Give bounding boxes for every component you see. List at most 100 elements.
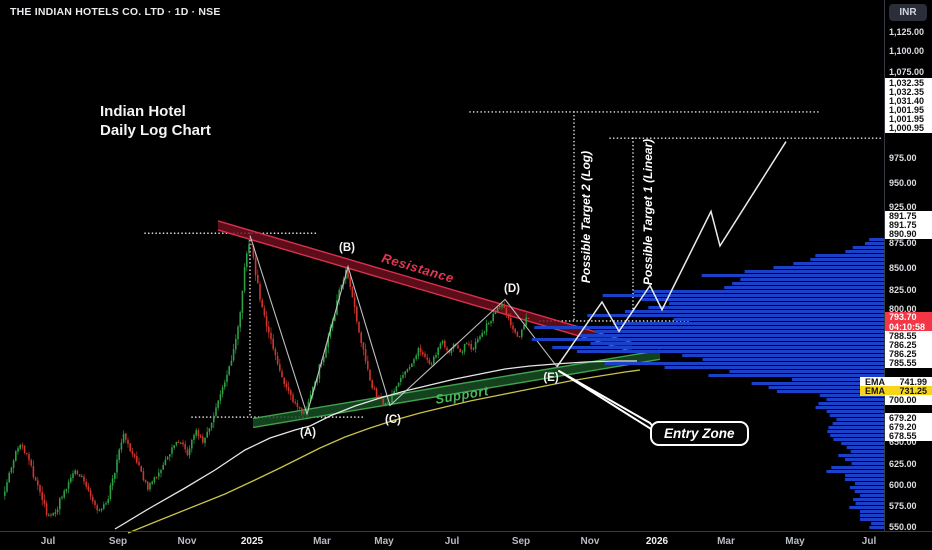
candle-body [206, 431, 208, 438]
candle-body [490, 321, 492, 324]
volume-profile-bar [854, 490, 884, 493]
candle-body [386, 402, 389, 404]
candle-body [521, 329, 523, 337]
candle-body [39, 484, 41, 493]
candle-body [70, 477, 72, 483]
candle-body [516, 332, 519, 337]
candle-body [43, 499, 46, 504]
candle-body [239, 312, 241, 328]
candle-body [54, 512, 57, 514]
candle-body [76, 470, 79, 474]
candle-body [402, 374, 404, 378]
projection-path[interactable] [556, 141, 787, 368]
price-axis-label: 786.25 [885, 340, 932, 350]
candle-body [424, 353, 426, 357]
candle-body [199, 435, 202, 438]
volume-profile-bar [859, 514, 884, 517]
candle-body [325, 346, 327, 358]
candle-body [50, 514, 52, 516]
volume-profile-bar [849, 506, 884, 509]
candle-body [197, 430, 200, 437]
price-axis[interactable]: 1,125.00 1,100.00 1,075.00 1,032.35 1,032.35… [860, 0, 932, 532]
volume-profile-bar [826, 470, 884, 473]
volume-profile-bar [871, 522, 884, 525]
volume-profile-bar [819, 394, 884, 397]
chart-title-line2: Daily Log Chart [100, 121, 211, 139]
candle-body [349, 277, 351, 287]
volume-profile-bar [624, 310, 884, 313]
wave-label-b[interactable]: (B) [339, 242, 355, 254]
wave-label-d[interactable]: (D) [504, 283, 520, 295]
target1-label[interactable]: Possible Target 1 (Linear) [641, 138, 655, 286]
volume-profile-bar [830, 434, 884, 437]
candle-body [468, 343, 470, 345]
time-axis-label: Jul [444, 536, 460, 547]
price-axis-label: 890.90 [885, 229, 932, 239]
candle-body [411, 363, 413, 367]
candle-body [430, 363, 433, 365]
candle-body [265, 316, 268, 327]
candle-body [100, 508, 103, 511]
volume-profile-bar [829, 414, 884, 417]
entry-zone-arrow [558, 370, 660, 435]
candle-body [127, 439, 129, 444]
candle-body [413, 359, 415, 364]
candle-body [419, 348, 422, 352]
volume-profile-bar [864, 242, 884, 245]
candle-body [340, 284, 343, 290]
candle-body [268, 326, 270, 333]
candle-body [294, 401, 296, 404]
candle-body [237, 326, 239, 340]
candle-body [116, 459, 118, 473]
volume-profile-bar [845, 250, 884, 253]
candle-body [395, 386, 398, 392]
volume-profile-bar [594, 330, 884, 333]
candle-body [466, 343, 468, 345]
price-axis-label: 786.25 [885, 349, 932, 359]
volume-profile-bar [604, 362, 884, 365]
candle-body [369, 369, 371, 381]
candle-body [510, 317, 512, 326]
candle-body [477, 339, 479, 343]
volume-profile-bar [602, 294, 884, 297]
candle-body [334, 314, 336, 321]
volume-profile-bar [791, 378, 884, 381]
resistance-channel[interactable] [218, 220, 632, 352]
candle-body [481, 332, 483, 337]
candle-body [215, 407, 217, 416]
price-axis-label: 679.20 [885, 413, 932, 423]
time-axis-label: Jul [40, 536, 56, 547]
wave-label-e[interactable]: (E) [543, 372, 559, 384]
volume-profile-bar [851, 462, 884, 465]
time-axis[interactable]: Jul Sep Nov 2025 Mar May Jul Sep Nov 2026 Mar May Ju… [0, 531, 932, 550]
wave-label-a[interactable]: (A) [300, 427, 316, 439]
volume-profile-bar [860, 494, 884, 497]
candle-body [158, 472, 160, 477]
entry-zone-label[interactable]: Entry Zone [650, 421, 749, 446]
volume-profile-bar [818, 402, 884, 405]
candle-body [417, 348, 420, 356]
currency-button[interactable]: INR [889, 4, 927, 21]
candle-body [351, 286, 354, 298]
candle-body [309, 394, 312, 402]
candle-body [389, 402, 391, 404]
target2-label[interactable]: Possible Target 2 (Log) [579, 150, 593, 284]
volume-profile-bar [768, 386, 884, 389]
volume-profile-bar [844, 478, 884, 481]
volume-profile-bar [577, 350, 884, 353]
price-axis-label: 1,001.95 [885, 105, 932, 115]
chart-title-note: Indian Hotel Daily Log Chart [100, 103, 211, 141]
wave-label-c[interactable]: (C) [385, 414, 401, 426]
volume-profile-bar [673, 318, 884, 321]
candle-body [470, 343, 472, 350]
volume-profile-bar [729, 370, 884, 373]
candle-body [164, 459, 167, 465]
price-axis-label: 700.00 [885, 395, 932, 405]
support-upper-line [252, 349, 661, 420]
price-axis-label: 650.00 [889, 437, 917, 447]
candle-body [492, 313, 494, 322]
support-channel[interactable] [253, 350, 660, 428]
price-axis-label: 1,031.40 [885, 96, 932, 106]
wave-zigzag-line[interactable] [249, 235, 558, 417]
